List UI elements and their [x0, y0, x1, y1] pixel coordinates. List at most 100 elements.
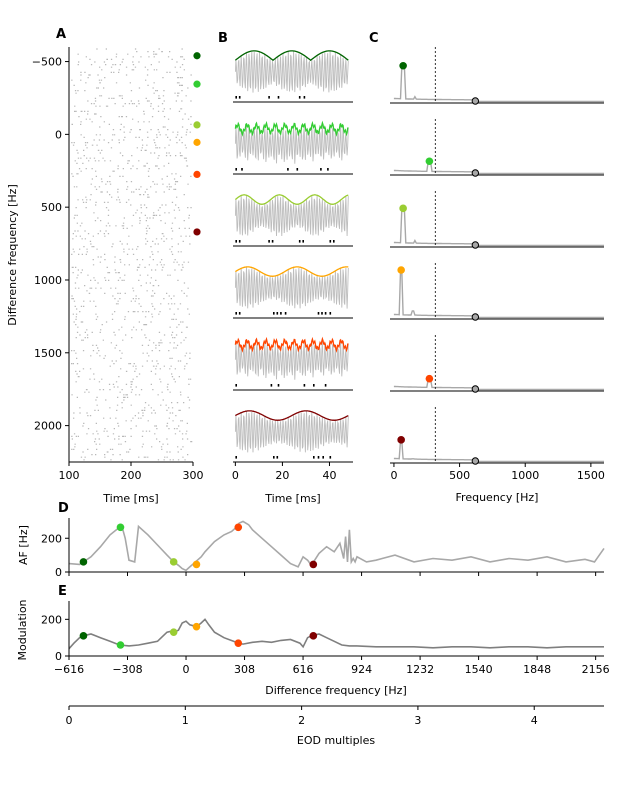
- envelope-trace: [234, 266, 349, 277]
- panel-e-series-line: [68, 618, 604, 650]
- panel-d-y-tick-label: 200: [41, 532, 62, 545]
- eod-axis-tick-label: 4: [531, 714, 538, 727]
- spectrum-peak-marker: [397, 266, 405, 274]
- spike-raster: [71, 48, 193, 461]
- eod-axis-tick-label: 2: [298, 714, 305, 727]
- spike-tick: [298, 240, 301, 243]
- spike-tick: [324, 384, 327, 387]
- spike-tick: [238, 96, 241, 99]
- panel-eod-axis: 0 1 2 3 4: [66, 705, 604, 727]
- envelope-trace: [234, 120, 349, 137]
- eod-axis-xlabel: EOD multiples: [297, 734, 375, 747]
- spectrum-peak-marker: [399, 204, 407, 213]
- panel-d-condition-marker: [192, 560, 201, 569]
- panel-e-y-tick-label: 200: [41, 613, 62, 626]
- panel-a-y-tick-label: 1500: [34, 347, 62, 360]
- spike-tick: [321, 312, 323, 315]
- spike-tick: [320, 168, 322, 171]
- panel-e-x-tick-label: 1232: [406, 663, 434, 676]
- panel-b-xlabel: Time [ms]: [264, 492, 320, 505]
- spike-tick: [327, 168, 329, 171]
- panel-e-condition-marker: [234, 639, 243, 647]
- eod-peak-marker: [471, 241, 480, 249]
- envelope-trace: [234, 410, 349, 421]
- spike-tick: [241, 168, 243, 171]
- panel-label-b: B: [218, 31, 228, 46]
- panel-b-x-tick-label: 20: [275, 469, 289, 482]
- panel-a-y-tick-label: 0: [55, 128, 62, 141]
- panel-c: 0 500 1000 1500: [390, 47, 605, 482]
- spike-tick: [317, 312, 320, 315]
- panel-e-x-tick-label: 308: [234, 663, 255, 676]
- spectrum-peak-marker: [425, 157, 434, 166]
- spike-tick: [235, 456, 237, 459]
- spike-tick: [235, 96, 237, 99]
- spike-tick: [313, 384, 315, 387]
- spike-tick: [273, 312, 275, 315]
- spike-tick: [302, 240, 304, 243]
- spectrum-trace: [393, 270, 604, 319]
- spike-tick: [280, 312, 282, 315]
- spike-tick: [238, 312, 241, 315]
- panel-d-condition-marker: [169, 558, 178, 566]
- waveform-trace: [234, 51, 349, 93]
- panel-e-x-tick-label: 616: [293, 663, 314, 676]
- spike-tick: [238, 240, 241, 243]
- panel-label-c: C: [369, 31, 379, 46]
- panel-d-series-line: [68, 520, 605, 572]
- spike-tick: [313, 456, 315, 459]
- spike-tick: [276, 312, 279, 315]
- envelope-trace: [234, 194, 349, 205]
- panel-e-x-tick-label: 1540: [465, 663, 493, 676]
- waveform-trace: [234, 267, 349, 309]
- eod-peak-marker: [471, 97, 480, 105]
- spike-tick: [277, 384, 280, 387]
- panel-e-x-tick-label: −308: [112, 663, 142, 676]
- panel-a-x-tick-label: 300: [183, 469, 204, 482]
- spike-tick: [329, 312, 332, 315]
- spike-tick: [235, 312, 237, 315]
- spectrum-trace: [393, 208, 604, 247]
- panel-a-x-tick-label: 200: [121, 469, 142, 482]
- spectrum-peak-marker: [425, 374, 434, 383]
- panel-e-xlabel: Difference frequency [Hz]: [265, 684, 407, 697]
- spike-tick: [317, 456, 320, 459]
- panel-c-x-tick-label: 0: [390, 469, 397, 482]
- spike-tick: [303, 384, 306, 387]
- panel-e-x-tick-label: 924: [351, 663, 372, 676]
- envelope-trace: [234, 336, 349, 353]
- panel-c-x-tick-label: 1000: [511, 469, 539, 482]
- panel-label-d: D: [58, 501, 69, 516]
- panel-a-condition-marker: [193, 121, 201, 129]
- panel-a-y-tick-label: −500: [32, 56, 62, 69]
- spike-tick: [271, 240, 274, 243]
- eod-peak-marker: [471, 313, 480, 321]
- spike-tick: [329, 456, 332, 459]
- panel-e-condition-marker: [309, 632, 318, 640]
- panel-label-e: E: [58, 584, 67, 599]
- spike-tick: [235, 240, 237, 243]
- spike-tick: [298, 96, 301, 99]
- panel-e-condition-marker: [192, 622, 201, 631]
- panel-a-y-tick-label: 2000: [34, 420, 62, 433]
- panel-a: 100 200 300 −500 0 500 1000 1500 2000: [32, 47, 204, 482]
- eod-peak-marker: [471, 169, 480, 177]
- panel-b-x-tick-label: 40: [322, 469, 336, 482]
- eod-axis-tick-label: 3: [414, 714, 421, 727]
- panel-d-condition-marker: [116, 523, 125, 532]
- spike-tick: [333, 240, 335, 243]
- panel-d-y-tick-label: 0: [55, 566, 62, 579]
- spectrum-peak-marker: [399, 61, 407, 70]
- panel-d: 0 200: [41, 518, 605, 579]
- panel-e-x-tick-label: 2156: [582, 663, 610, 676]
- spectrum-trace: [393, 66, 604, 103]
- spike-tick: [235, 384, 237, 387]
- spike-tick: [324, 312, 327, 315]
- spike-tick: [268, 240, 270, 243]
- spike-tick: [273, 456, 275, 459]
- waveform-trace: [234, 411, 349, 453]
- panel-e-condition-marker: [169, 628, 178, 636]
- spectrum-trace: [393, 440, 604, 463]
